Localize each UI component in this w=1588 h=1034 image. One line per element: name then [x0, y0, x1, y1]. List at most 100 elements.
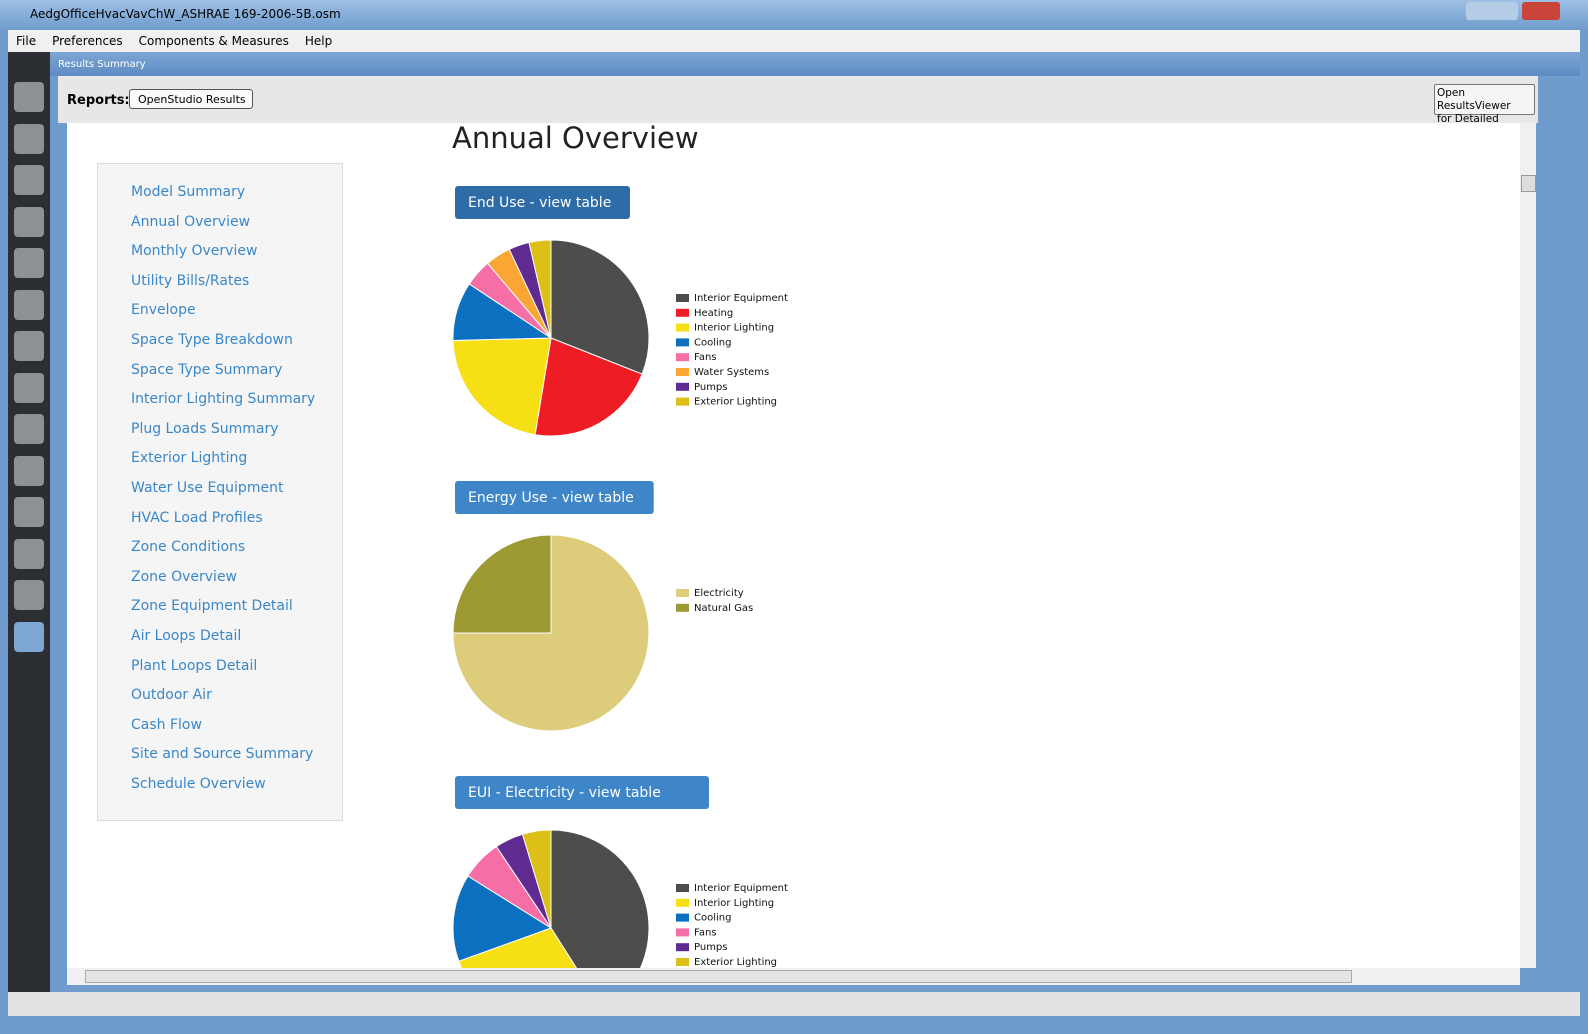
nav-link[interactable]: Site and Source Summary — [131, 746, 314, 763]
toolbar: Reports: OpenStudio Results Open Results… — [58, 76, 1538, 138]
nav-link[interactable]: Model Summary — [131, 184, 246, 200]
legend-swatch — [676, 397, 689, 406]
legend-label: Pumps — [694, 942, 728, 953]
pie-slice — [452, 875, 553, 962]
status-bar — [8, 992, 1580, 1016]
pie-slice — [458, 927, 577, 968]
nav-link[interactable]: Interior Lighting Summary — [131, 391, 316, 408]
view-table-button[interactable] — [455, 186, 630, 219]
legend-swatch — [676, 382, 689, 391]
nav-link[interactable]: Space Type Summary — [131, 361, 283, 378]
select-value: OpenStudio Results — [138, 93, 246, 106]
legend-label: Interior Lighting — [694, 323, 774, 334]
nav-link[interactable]: Water Use Equipment — [131, 479, 284, 496]
scroll-thumb[interactable] — [1521, 175, 1536, 192]
heading: Annual Overview — [452, 123, 699, 155]
nav-link[interactable]: Zone Overview — [131, 568, 238, 585]
vertical-scrollbar[interactable] — [1520, 123, 1536, 968]
sidebar-icon[interactable] — [14, 580, 44, 610]
legend-label: Interior Lighting — [694, 898, 774, 909]
pie-slice — [521, 829, 552, 929]
menu-item[interactable]: Components & Measures — [138, 34, 289, 48]
nav-link[interactable]: Plant Loops Detail — [131, 657, 258, 674]
pie-slice — [452, 534, 552, 634]
reports-select[interactable]: OpenStudio Results — [129, 89, 253, 109]
pie-slice — [550, 239, 650, 375]
legend-swatch — [676, 294, 689, 302]
menu-item[interactable]: Help — [304, 34, 333, 48]
legend-swatch — [676, 368, 689, 376]
nav-link[interactable]: Envelope — [131, 302, 196, 319]
legend-swatch — [676, 898, 689, 907]
pie-slice — [452, 534, 650, 732]
legend-swatch — [676, 589, 689, 597]
legend-swatch — [676, 323, 689, 332]
button-label: Energy Use - view table — [468, 490, 634, 506]
legend-label: Natural Gas — [694, 603, 753, 614]
legend-label: Fans — [694, 927, 717, 938]
nav-link[interactable]: Zone Conditions — [131, 539, 246, 556]
sidebar-icon[interactable] — [14, 455, 44, 486]
nav-link[interactable]: Cash Flow — [131, 716, 202, 733]
legend-label: Interior Equipment — [694, 293, 788, 304]
nav-link[interactable]: Utility Bills/Rates — [131, 272, 250, 289]
scroll-thumb[interactable] — [85, 970, 1352, 983]
legend-label: Fans — [694, 352, 717, 363]
sidebar-icon[interactable] — [14, 165, 44, 195]
sidebar-icon[interactable] — [14, 331, 44, 361]
close-button[interactable] — [1522, 2, 1560, 20]
button-label: EUI - Electricity - view table — [468, 785, 661, 801]
nav-link[interactable]: Schedule Overview — [131, 775, 266, 792]
legend-label: Cooling — [694, 337, 731, 348]
pie-slice — [534, 337, 643, 437]
tab-title: Results Summary — [58, 59, 146, 70]
pie-slice — [452, 337, 552, 436]
sidebar-icon[interactable] — [14, 414, 44, 444]
nav-link[interactable]: Exterior Lighting — [131, 450, 248, 467]
horizontal-scrollbar[interactable] — [67, 968, 1520, 985]
nav-link[interactable]: Outdoor Air — [131, 687, 212, 704]
sidebar — [8, 52, 50, 992]
nav-link[interactable]: Air Loops Detail — [131, 627, 242, 644]
window-title: AedgOfficeHvacVavChW_ASHRAE 169-2006-5B.… — [30, 7, 341, 21]
nav-panel: Model Summary Annual Overview Monthly Over… — [97, 163, 343, 821]
view-table-button[interactable] — [455, 481, 654, 514]
legend-swatch — [676, 338, 689, 347]
legend-label: Heating — [694, 308, 733, 319]
legend-swatch — [676, 884, 689, 892]
tab-strip: Results Summary — [8, 52, 1580, 76]
sidebar-icon[interactable] — [14, 538, 44, 569]
legend-swatch — [676, 353, 689, 362]
menu-item[interactable]: Preferences — [52, 34, 123, 48]
nav-link[interactable]: Zone Equipment Detail — [131, 598, 293, 615]
sidebar-icon[interactable] — [14, 621, 44, 652]
legend-label: Cooling — [694, 913, 731, 924]
legend-label: Exterior Lighting — [694, 957, 777, 968]
view-table-button[interactable] — [455, 776, 709, 809]
sidebar-icon[interactable] — [14, 372, 44, 403]
legend-label: Electricity — [694, 588, 744, 599]
legend-swatch — [676, 943, 689, 952]
sidebar-icon[interactable] — [14, 497, 44, 527]
nav-link[interactable]: Space Type Breakdown — [131, 331, 293, 348]
sidebar-icon[interactable] — [14, 82, 44, 112]
pie-slice — [550, 829, 650, 968]
legend-swatch — [676, 958, 689, 966]
legend-swatch — [676, 308, 689, 317]
menu-item[interactable]: File — [16, 34, 37, 48]
legend-swatch — [676, 928, 689, 937]
sidebar-icon[interactable] — [14, 123, 44, 154]
reports-label: Reports: — [67, 93, 130, 108]
nav-link[interactable]: Plug Loads Summary — [131, 420, 279, 437]
window-controls[interactable] — [1466, 2, 1518, 20]
pie-slice — [528, 239, 552, 339]
nav-link[interactable]: Annual Overview — [131, 213, 251, 230]
results-viewer-button[interactable]: Open ResultsViewer for Detailed Reports — [1434, 84, 1535, 138]
nav-link[interactable]: Monthly Overview — [131, 243, 258, 260]
nav-link[interactable]: HVAC Load Profiles — [131, 509, 263, 526]
sidebar-icon[interactable] — [14, 248, 44, 278]
legend-label: Exterior Lighting — [694, 397, 777, 408]
sidebar-icon[interactable] — [14, 289, 44, 320]
sidebar-icon[interactable] — [14, 206, 44, 237]
